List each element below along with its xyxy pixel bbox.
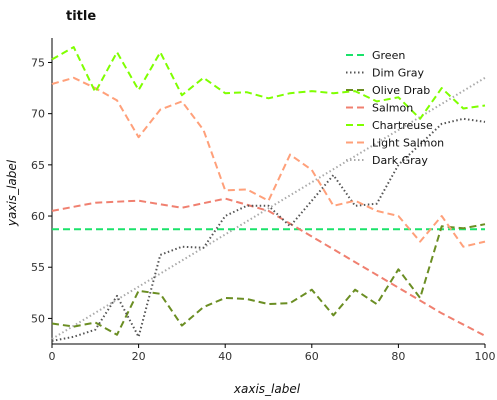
- legend-label-salmon: Salmon: [372, 102, 413, 115]
- series-line-dim-gray: [51, 117, 486, 342]
- series-line-chartreuse: [51, 46, 486, 120]
- chart-title: title: [66, 9, 96, 24]
- legend-label-chartreuse: Chartreuse: [372, 119, 433, 132]
- y-tick-label: 75: [31, 56, 45, 69]
- x-tick-label: 0: [49, 350, 56, 363]
- axes: 50 55 60 65 70 75 0 20 40 60 80 100: [31, 38, 496, 363]
- x-tick-label: 100: [475, 350, 496, 363]
- series-line-salmon: [51, 197, 486, 337]
- x-tick-label: 20: [132, 350, 146, 363]
- y-axis-title: yaxis_label: [5, 159, 19, 227]
- y-tick-label: 60: [31, 210, 45, 223]
- legend-label-dim-gray: Dim Gray: [372, 67, 425, 80]
- x-tick-label: 40: [218, 350, 232, 363]
- legend-label-olive-drab: Olive Drab: [372, 84, 430, 97]
- x-axis-title: xaxis_label: [233, 382, 301, 396]
- x-tick-label: 60: [305, 350, 319, 363]
- series-line-light-salmon: [51, 76, 486, 248]
- legend-label-dark-gray: Dark Gray: [372, 154, 428, 167]
- x-tick-label: 80: [391, 350, 405, 363]
- series-line-olive-drab: [51, 223, 486, 336]
- legend-label-light-salmon: Light Salmon: [372, 137, 444, 150]
- y-tick-label: 70: [31, 108, 45, 121]
- y-tick-label: 50: [31, 312, 45, 325]
- series-line-dark-gray: [51, 76, 486, 340]
- series-layer: [51, 46, 486, 342]
- legend: Green Dim Gray Olive Drab Salmon Chartreuse L…: [346, 49, 444, 167]
- legend-label-green: Green: [372, 49, 405, 62]
- y-tick-label: 65: [31, 159, 45, 172]
- y-tick-label: 55: [31, 261, 45, 274]
